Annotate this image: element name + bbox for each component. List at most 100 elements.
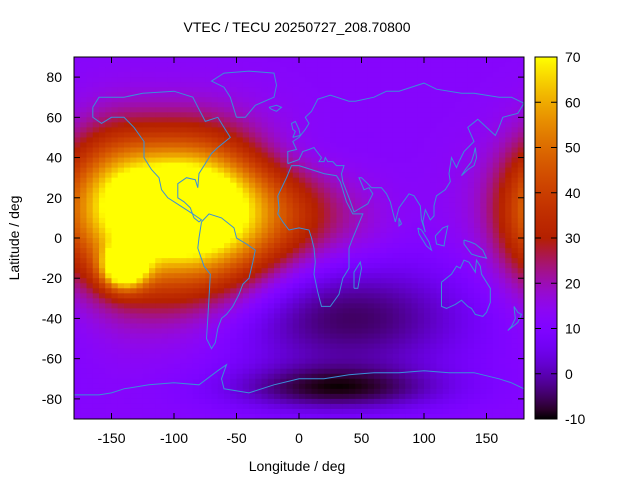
heatmap-cell <box>80 82 88 88</box>
heatmap-cell <box>317 273 325 279</box>
heatmap-cell <box>230 62 238 68</box>
heatmap-cell <box>149 328 156 335</box>
heatmap-cell <box>411 238 419 244</box>
heatmap-cell <box>242 77 250 83</box>
heatmap-cell <box>105 142 113 149</box>
heatmap-cell <box>217 288 225 294</box>
heatmap-cell <box>499 328 506 335</box>
heatmap-cell <box>336 157 344 164</box>
heatmap-cell <box>367 212 375 219</box>
heatmap-cell <box>317 328 325 335</box>
heatmap-cell <box>480 383 488 390</box>
heatmap-cell <box>499 192 506 199</box>
heatmap-cell <box>155 388 163 395</box>
heatmap-cell <box>461 358 469 365</box>
heatmap-cell <box>267 328 275 335</box>
heatmap-cell <box>236 273 244 279</box>
heatmap-cell <box>111 353 119 360</box>
heatmap-cell <box>174 227 181 234</box>
heatmap-cell <box>486 142 494 149</box>
heatmap-cell <box>117 127 125 134</box>
heatmap-cell <box>374 202 381 209</box>
heatmap-cell <box>374 87 381 93</box>
heatmap-cell <box>255 338 263 345</box>
heatmap-cell <box>424 393 431 400</box>
heatmap-cell <box>167 137 175 144</box>
heatmap-cell <box>249 147 256 154</box>
heatmap-cell <box>99 97 106 103</box>
heatmap-cell <box>474 212 481 219</box>
heatmap-cell <box>317 122 325 128</box>
heatmap-cell <box>199 338 206 345</box>
heatmap-cell <box>224 122 231 128</box>
heatmap-cell <box>499 393 506 400</box>
heatmap-cell <box>211 243 219 249</box>
heatmap-cell <box>317 57 325 63</box>
heatmap-cell <box>261 67 269 73</box>
heatmap-cell <box>449 288 456 294</box>
heatmap-cell <box>461 182 469 189</box>
heatmap-cell <box>342 318 350 325</box>
heatmap-cell <box>86 97 94 103</box>
heatmap-cell <box>380 253 388 259</box>
heatmap-cell <box>411 283 419 289</box>
heatmap-cell <box>336 67 344 73</box>
heatmap-cell <box>355 232 363 239</box>
heatmap-cell <box>174 393 181 400</box>
heatmap-cell <box>355 82 363 88</box>
heatmap-cell <box>492 152 500 159</box>
heatmap-cell <box>80 258 88 264</box>
heatmap-cell <box>167 293 175 299</box>
heatmap-cell <box>442 147 450 154</box>
heatmap-cell <box>405 72 413 78</box>
heatmap-cell <box>99 107 106 113</box>
heatmap-cell <box>205 87 213 93</box>
heatmap-cell <box>386 97 394 103</box>
heatmap-cell <box>99 72 106 78</box>
heatmap-cell <box>330 333 338 340</box>
heatmap-cell <box>449 258 456 264</box>
heatmap-cell <box>505 182 513 189</box>
heatmap-cell <box>324 162 331 169</box>
heatmap-cell <box>130 318 138 325</box>
heatmap-cell <box>249 72 256 78</box>
heatmap-cell <box>486 117 494 123</box>
heatmap-cell <box>130 328 138 335</box>
heatmap-cell <box>130 408 138 415</box>
heatmap-cell <box>299 62 306 68</box>
heatmap-cell <box>305 323 313 330</box>
heatmap-cell <box>149 227 156 234</box>
heatmap-cell <box>399 413 406 419</box>
heatmap-cell <box>374 122 381 128</box>
heatmap-cell <box>199 87 206 93</box>
heatmap-cell <box>492 383 500 390</box>
heatmap-cell <box>255 132 263 139</box>
heatmap-cell <box>80 378 88 385</box>
heatmap-cell <box>80 217 88 224</box>
heatmap-cell <box>305 373 313 380</box>
heatmap-cell <box>486 238 494 244</box>
heatmap-cell <box>167 97 175 103</box>
heatmap-cell <box>242 358 250 365</box>
heatmap-cell <box>411 72 419 78</box>
heatmap-cell <box>486 172 494 179</box>
heatmap-cell <box>280 57 288 63</box>
heatmap-cell <box>230 107 238 113</box>
heatmap-cell <box>299 363 306 370</box>
heatmap-cell <box>430 293 438 299</box>
heatmap-cell <box>374 333 381 340</box>
heatmap-cell <box>299 142 306 149</box>
heatmap-cell <box>99 378 106 385</box>
heatmap-cell <box>205 122 213 128</box>
heatmap-cell <box>174 333 181 340</box>
heatmap-cell <box>361 408 369 415</box>
heatmap-cell <box>311 378 319 385</box>
heatmap-cell <box>80 72 88 78</box>
heatmap-cell <box>236 398 244 405</box>
heatmap-cell <box>324 142 331 149</box>
heatmap-cell <box>305 388 313 395</box>
heatmap-cell <box>136 127 144 134</box>
heatmap-cell <box>367 338 375 345</box>
heatmap-cell <box>299 207 306 214</box>
heatmap-cell <box>492 273 500 279</box>
